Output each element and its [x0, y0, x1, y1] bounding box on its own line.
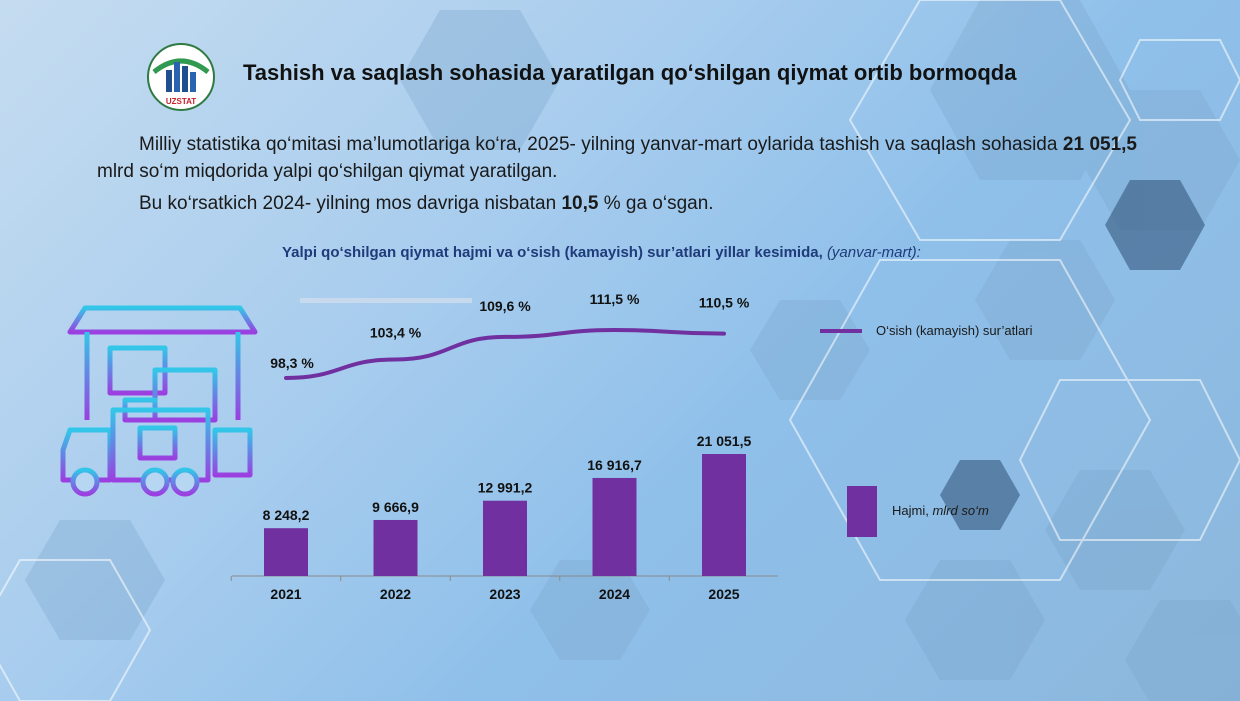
- line-label-2024: 111,5 %: [590, 291, 640, 307]
- bar-label-2023: 12 991,2: [478, 480, 533, 496]
- paragraph-1-tail: mlrd so‘m miqdorida yalpi qo‘shilgan qiy…: [97, 161, 558, 182]
- paragraph-1-text: Milliy statistika qo‘mitasi ma’lumotlari…: [139, 134, 1063, 155]
- chart-title-main: Yalpi qo‘shilgan qiymat hajmi va o‘sish …: [282, 244, 827, 261]
- legend-bar-swatch: [847, 486, 877, 537]
- paragraph-2: Bu ko‘rsatkich 2024- yilning mos davriga…: [139, 190, 1137, 217]
- logo-text: UZSTAT: [166, 97, 196, 106]
- bar-label-2021: 8 248,2: [263, 507, 310, 523]
- x-tick-2025: 2025: [708, 586, 739, 602]
- line-label-2022: 103,4 %: [370, 324, 422, 340]
- line-label-2021: 98,3 %: [270, 355, 314, 371]
- line-label-2025: 110,5 %: [699, 295, 750, 311]
- bar-2022: [373, 519, 418, 576]
- bar-label-2024: 16 916,7: [587, 457, 642, 473]
- bar-2023: [483, 500, 527, 576]
- paragraph-1-value: 21 051,5: [1062, 134, 1138, 155]
- x-tick-2021: 2021: [270, 586, 301, 602]
- x-tick-2024: 2024: [599, 586, 630, 602]
- bar-2021: [264, 528, 308, 576]
- chart-title: Yalpi qo‘shilgan qiymat hajmi va o‘sish …: [282, 244, 1102, 261]
- paragraph-2-text: Bu ko‘rsatkich 2024- yilning mos davriga…: [139, 193, 562, 214]
- bar-label-2025: 21 051,5: [697, 433, 752, 449]
- bar-2025: [702, 454, 746, 576]
- legend-bar-label-unit: mlrd so‘m: [932, 503, 989, 518]
- line-label-2023: 109,6 %: [479, 298, 531, 314]
- x-tick-2023: 2023: [489, 586, 520, 602]
- paragraph-2-tail: % ga o‘sgan.: [598, 193, 714, 214]
- decorative-stripe: [300, 298, 472, 303]
- uzstat-logo: UZSTAT: [147, 43, 215, 111]
- paragraph-1: Milliy statistika qo‘mitasi ma’lumotlari…: [97, 131, 1137, 185]
- bar-label-2022: 9 666,9: [372, 499, 419, 515]
- page-title: Tashish va saqlash sohasida yaratilgan q…: [243, 60, 1017, 85]
- x-tick-2022: 2022: [380, 586, 411, 602]
- legend-bar-label: Hajmi, mlrd so‘m: [892, 503, 989, 518]
- warehouse-truck-icon: [60, 305, 258, 497]
- growth-line: [284, 327, 726, 380]
- paragraph-2-value: 10,5: [561, 193, 599, 214]
- chart-title-period: (yanvar-mart):: [826, 244, 921, 261]
- bar-2024: [592, 477, 637, 576]
- legend-line-label: O‘sish (kamayish) sur’atlari: [876, 323, 1033, 338]
- legend-bar-label-main: Hajmi,: [892, 503, 933, 518]
